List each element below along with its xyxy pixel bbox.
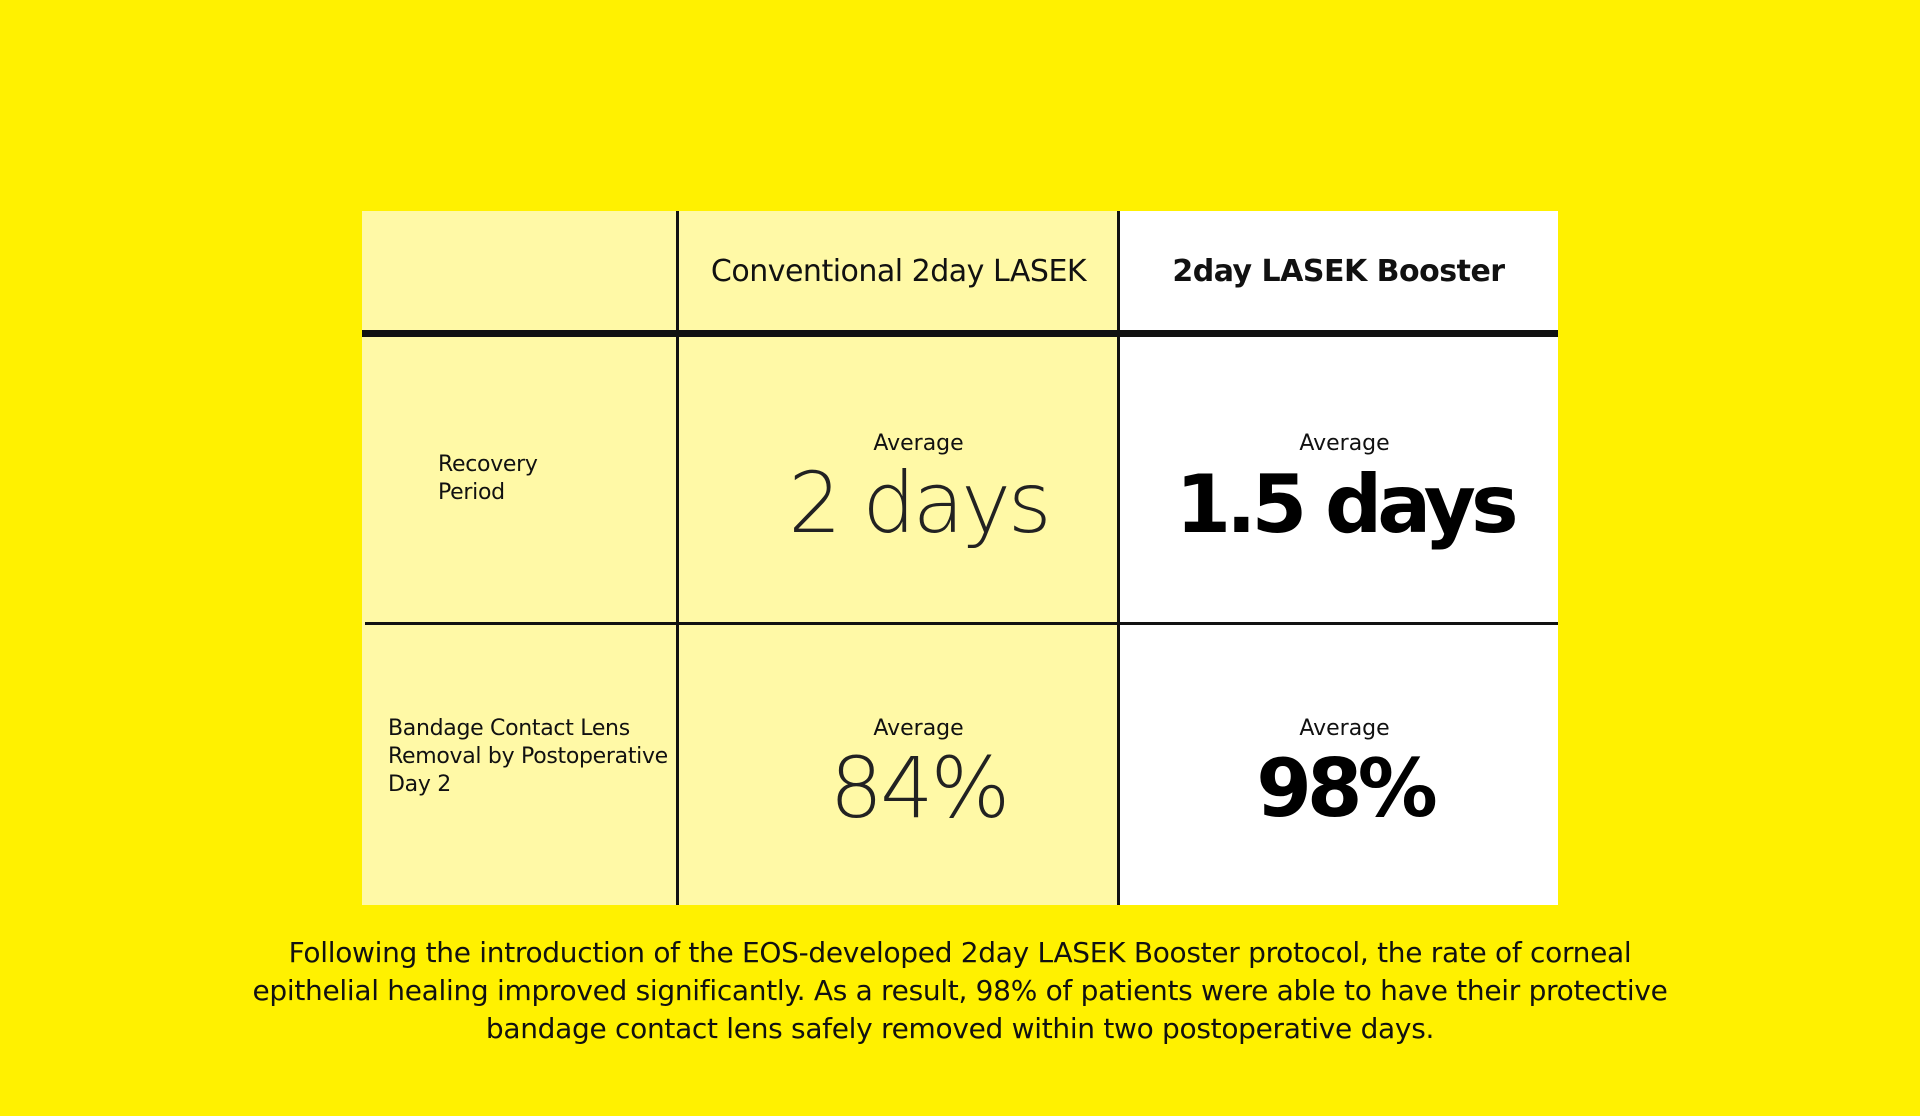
- value-lens-booster: 98%: [1256, 742, 1437, 835]
- row-label-recovery: Recovery Period: [438, 452, 538, 505]
- cell-lens-booster: Average 98%: [1119, 624, 1558, 905]
- cell-lens-conventional: Average 84%: [678, 624, 1119, 905]
- header-booster-label: 2day LASEK Booster: [1172, 253, 1505, 289]
- avg-label: Average: [873, 431, 964, 456]
- header-booster: 2day LASEK Booster: [1119, 211, 1558, 331]
- comparison-table: Conventional 2day LASEK 2day LASEK Boost…: [362, 211, 1558, 905]
- header-conventional-label: Conventional 2day LASEK: [710, 253, 1087, 289]
- avg-label: Average: [1299, 431, 1390, 456]
- value-lens-conventional: 84%: [829, 739, 1011, 837]
- row-divider: [365, 622, 1558, 625]
- booster-column-bg: [1119, 211, 1558, 905]
- column-divider-1: [676, 211, 679, 905]
- label-column-bg: [362, 211, 678, 905]
- avg-label: Average: [873, 716, 964, 741]
- cell-recovery-booster: Average 1.5 days: [1119, 336, 1558, 622]
- cell-recovery-conventional: Average 2 days: [678, 336, 1119, 622]
- value-recovery-booster: 1.5 days: [1175, 458, 1518, 551]
- avg-label: Average: [1299, 716, 1390, 741]
- conventional-column-bg: [678, 211, 1119, 905]
- value-recovery-conventional: 2 days: [788, 454, 1051, 552]
- header-divider: [362, 330, 1558, 337]
- chart-caption: Following the introduction of the EOS-de…: [252, 936, 1668, 1045]
- header-conventional: Conventional 2day LASEK: [678, 211, 1119, 331]
- row-label-lens-removal: Bandage Contact Lens Removal by Postoper…: [388, 716, 668, 797]
- column-divider-2: [1117, 211, 1120, 905]
